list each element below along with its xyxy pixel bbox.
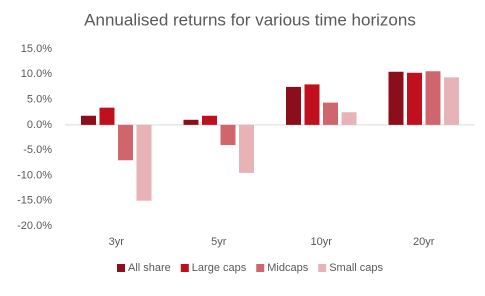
legend-label: Small caps	[329, 262, 383, 274]
legend-label: Midcaps	[267, 262, 308, 274]
chart-title: Annualised returns for various time hori…	[84, 10, 416, 29]
bar	[425, 71, 441, 125]
bar	[444, 77, 459, 125]
bar	[407, 72, 422, 125]
bar	[81, 115, 96, 125]
y-tick-label: -10.0%	[17, 169, 52, 181]
x-tick-label: 20yr	[413, 236, 435, 248]
bar	[99, 107, 115, 125]
legend-label: All share	[128, 262, 171, 274]
bar	[323, 102, 338, 125]
legend-swatch	[256, 264, 265, 272]
bar	[183, 119, 199, 125]
bar	[220, 124, 236, 146]
y-tick-label: 5.0%	[27, 93, 52, 105]
y-tick-label: 10.0%	[21, 68, 52, 80]
y-tick-label: 0.0%	[27, 119, 52, 131]
x-tick-label: 10yr	[311, 236, 333, 248]
bar	[304, 84, 320, 125]
y-tick-label: -20.0%	[17, 220, 52, 232]
legend-swatch	[318, 264, 327, 272]
bar	[286, 86, 301, 125]
bar	[118, 124, 133, 161]
legend-swatch	[180, 264, 189, 272]
bar	[341, 112, 357, 125]
legend-swatch	[117, 264, 125, 272]
bar	[239, 124, 254, 173]
y-tick-label: -5.0%	[23, 144, 52, 156]
bar	[136, 124, 152, 201]
bar	[388, 71, 404, 125]
x-tick-label: 3yr	[109, 236, 125, 248]
bar	[202, 115, 217, 125]
y-tick-label: 15.0%	[21, 43, 52, 55]
x-tick-label: 5yr	[211, 236, 227, 248]
legend-label: Large caps	[192, 262, 247, 274]
y-tick-label: -15.0%	[17, 195, 52, 207]
